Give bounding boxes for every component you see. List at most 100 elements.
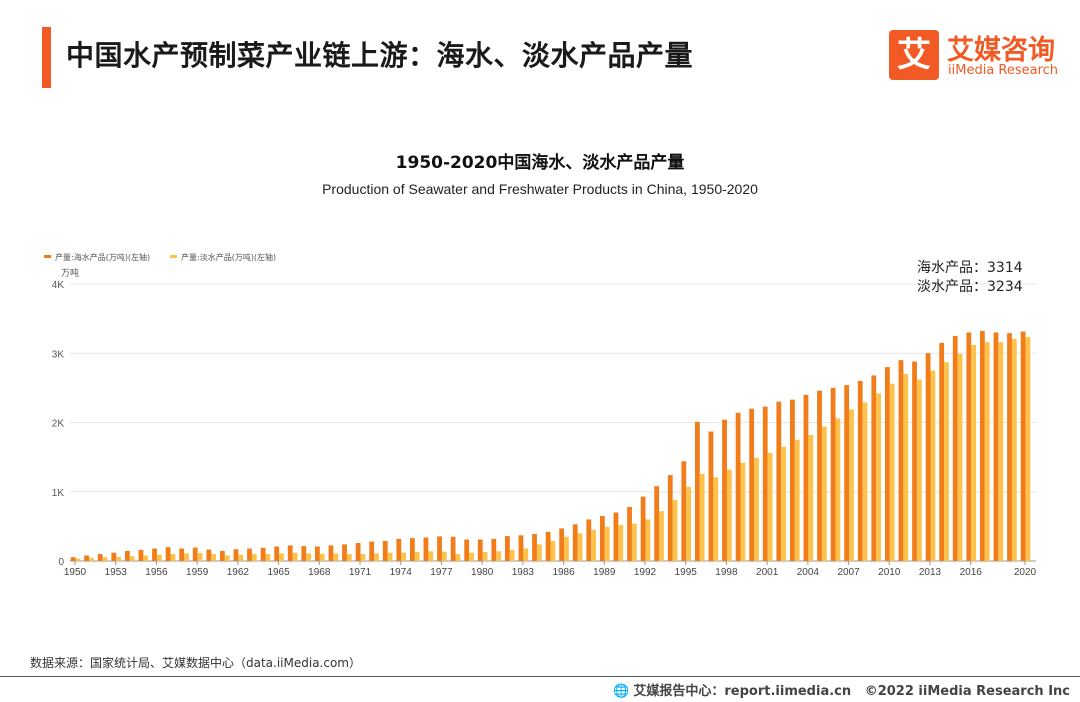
x-tick-label: 1950 <box>64 567 87 578</box>
bar-freshwater <box>211 554 217 561</box>
bar-seawater <box>450 536 456 561</box>
bar-freshwater <box>279 553 284 561</box>
data-source-note: 数据来源：国家统计局、艾媒数据中心（data.iiMedia.com） <box>30 656 361 670</box>
globe-icon: 🌐 <box>613 684 630 699</box>
bar-seawater <box>640 496 646 561</box>
bar-freshwater <box>794 439 800 561</box>
bar-seawater <box>613 512 619 561</box>
bar-freshwater <box>251 554 257 561</box>
bar-freshwater <box>224 555 230 561</box>
bar-seawater <box>993 332 999 561</box>
footer-report-center[interactable]: 艾媒报告中心：report.iimedia.cn <box>633 684 852 699</box>
bar-seawater <box>708 431 714 561</box>
x-tick-label: 1992 <box>634 567 657 578</box>
bar-freshwater <box>428 551 434 561</box>
y-axis-unit-label: 万吨 <box>61 267 79 279</box>
bar-seawater <box>301 546 307 561</box>
brand-name-cn: 艾媒咨询 <box>947 35 1055 66</box>
x-tick-label: 1968 <box>308 567 331 578</box>
bar-seawater <box>925 353 931 561</box>
x-tick-label: 1959 <box>186 567 209 578</box>
bar-freshwater <box>944 362 949 561</box>
bar-seawater <box>1007 333 1012 561</box>
bar-freshwater <box>971 344 977 561</box>
bar-freshwater <box>916 379 922 561</box>
bar-seawater <box>789 399 795 561</box>
bar-seawater <box>749 408 755 561</box>
bar-freshwater <box>903 374 909 561</box>
x-tick-label: 1995 <box>675 567 698 578</box>
bar-seawater <box>355 542 361 561</box>
bar-freshwater <box>346 554 352 561</box>
bar-freshwater <box>699 473 705 561</box>
bar-seawater <box>681 461 687 561</box>
bar-freshwater <box>523 548 529 561</box>
y-tick-label: 1K <box>52 488 65 499</box>
bar-seawater <box>884 367 890 561</box>
bar-seawater <box>722 419 727 561</box>
bar-freshwater <box>835 418 841 561</box>
bar-freshwater <box>129 556 135 561</box>
bar-freshwater <box>726 469 732 561</box>
bar-freshwater <box>238 554 244 561</box>
bar-freshwater <box>550 540 556 561</box>
bar-freshwater <box>184 553 189 561</box>
bar-seawater <box>382 540 388 561</box>
bar-freshwater <box>849 409 854 561</box>
bar-freshwater <box>713 477 719 561</box>
bar-seawater <box>233 549 239 561</box>
value-annotation: 淡水产品：3234 <box>917 279 1023 295</box>
bar-freshwater <box>998 342 1004 561</box>
bar-seawater <box>437 536 442 561</box>
bar-freshwater <box>496 551 502 561</box>
bar-seawater <box>369 541 375 561</box>
bar-freshwater <box>469 552 474 561</box>
x-tick-label: 1971 <box>349 567 372 578</box>
bar-seawater <box>518 535 524 561</box>
chart-subtitle: Production of Seawater and Freshwater Pr… <box>322 181 758 197</box>
bar-freshwater <box>876 393 882 561</box>
brand-logo: 艾 艾媒咨询 iiMedia Research <box>889 30 1069 86</box>
x-tick-label: 1962 <box>227 567 250 578</box>
bar-freshwater <box>862 402 868 561</box>
x-tick-label: 1998 <box>715 567 738 578</box>
x-tick-label: 1977 <box>430 567 453 578</box>
y-tick-label: 4K <box>52 280 65 291</box>
bar-seawater <box>830 387 836 561</box>
bar-freshwater <box>387 552 393 561</box>
x-tick-label: 1965 <box>267 567 290 578</box>
legend-swatch <box>170 255 177 258</box>
bar-seawater <box>735 412 741 561</box>
bar-seawater <box>70 557 76 561</box>
bar-freshwater <box>564 536 569 561</box>
bar-seawater <box>586 519 592 561</box>
bar-freshwater <box>102 557 108 561</box>
bar-seawater <box>966 332 972 561</box>
bar-seawater <box>260 547 266 561</box>
bar-seawater <box>844 385 850 561</box>
bar-seawater <box>504 536 510 561</box>
bar-seawater <box>247 548 252 561</box>
bar-freshwater <box>333 553 339 561</box>
bar-freshwater <box>604 527 610 561</box>
bar-freshwater <box>591 529 597 561</box>
bar-seawater <box>491 538 497 561</box>
bar-freshwater <box>265 554 271 561</box>
bar-seawater <box>179 548 185 561</box>
bar-freshwater <box>360 554 366 561</box>
bar-seawater <box>206 549 212 561</box>
bar-freshwater <box>889 383 895 561</box>
bar-seawater <box>314 546 320 561</box>
bar-freshwater <box>319 553 325 561</box>
bar-seawater <box>124 550 130 561</box>
bar-freshwater <box>957 353 963 561</box>
x-tick-label: 2010 <box>878 567 901 578</box>
bar-freshwater <box>170 554 176 561</box>
x-tick-label: 2004 <box>797 567 820 578</box>
bar-freshwater <box>509 549 515 561</box>
bar-seawater <box>192 547 198 561</box>
bar-seawater <box>857 380 863 561</box>
bar-freshwater <box>116 556 122 561</box>
bar-freshwater <box>156 554 162 561</box>
